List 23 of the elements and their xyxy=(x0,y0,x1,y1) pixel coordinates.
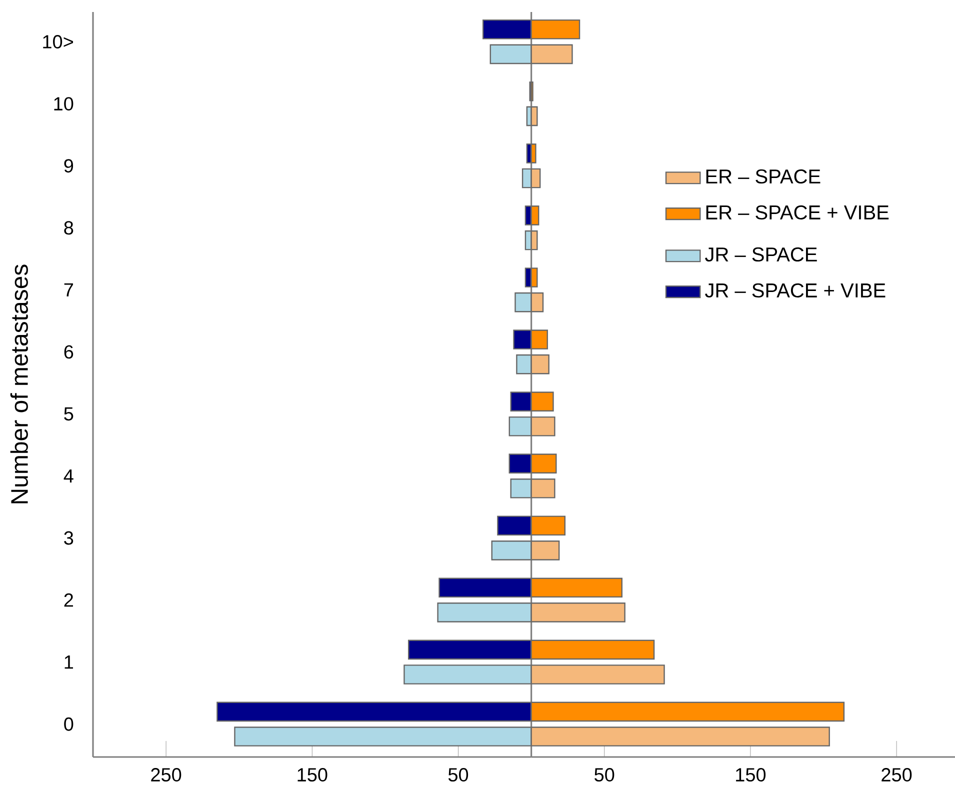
y-tick-label: 10> xyxy=(43,35,73,48)
y-tick-label: 9 xyxy=(64,159,74,173)
x-tick-label: 150 xyxy=(736,768,766,782)
x-tick-label: 250 xyxy=(882,768,912,782)
y-tick-label: 2 xyxy=(64,593,73,607)
y-tick-label: 3 xyxy=(64,531,74,545)
y-tick-label: 10 xyxy=(54,97,74,111)
legend-label: JR – SPACE + VIBE xyxy=(705,283,886,298)
y-tick-label: 5 xyxy=(64,407,74,421)
y-tick-label: 4 xyxy=(64,469,74,483)
y-tick-label: 7 xyxy=(64,283,73,296)
x-tick-label: 250 xyxy=(151,768,182,782)
y-axis-title: Number of metastases xyxy=(10,264,28,504)
y-tick-label: 6 xyxy=(64,345,74,359)
y-tick-label: 0 xyxy=(64,717,74,731)
y-tick-label: 1 xyxy=(64,656,73,669)
x-tick-label: 150 xyxy=(298,768,328,782)
x-tick-label: 50 xyxy=(448,768,468,782)
legend-label: ER – SPACE + VIBE xyxy=(706,205,889,220)
x-tick-label: 50 xyxy=(594,768,614,782)
y-tick-label: 8 xyxy=(64,221,74,235)
legend-label: JR – SPACE xyxy=(705,247,817,262)
legend-label: ER – SPACE xyxy=(706,169,820,184)
